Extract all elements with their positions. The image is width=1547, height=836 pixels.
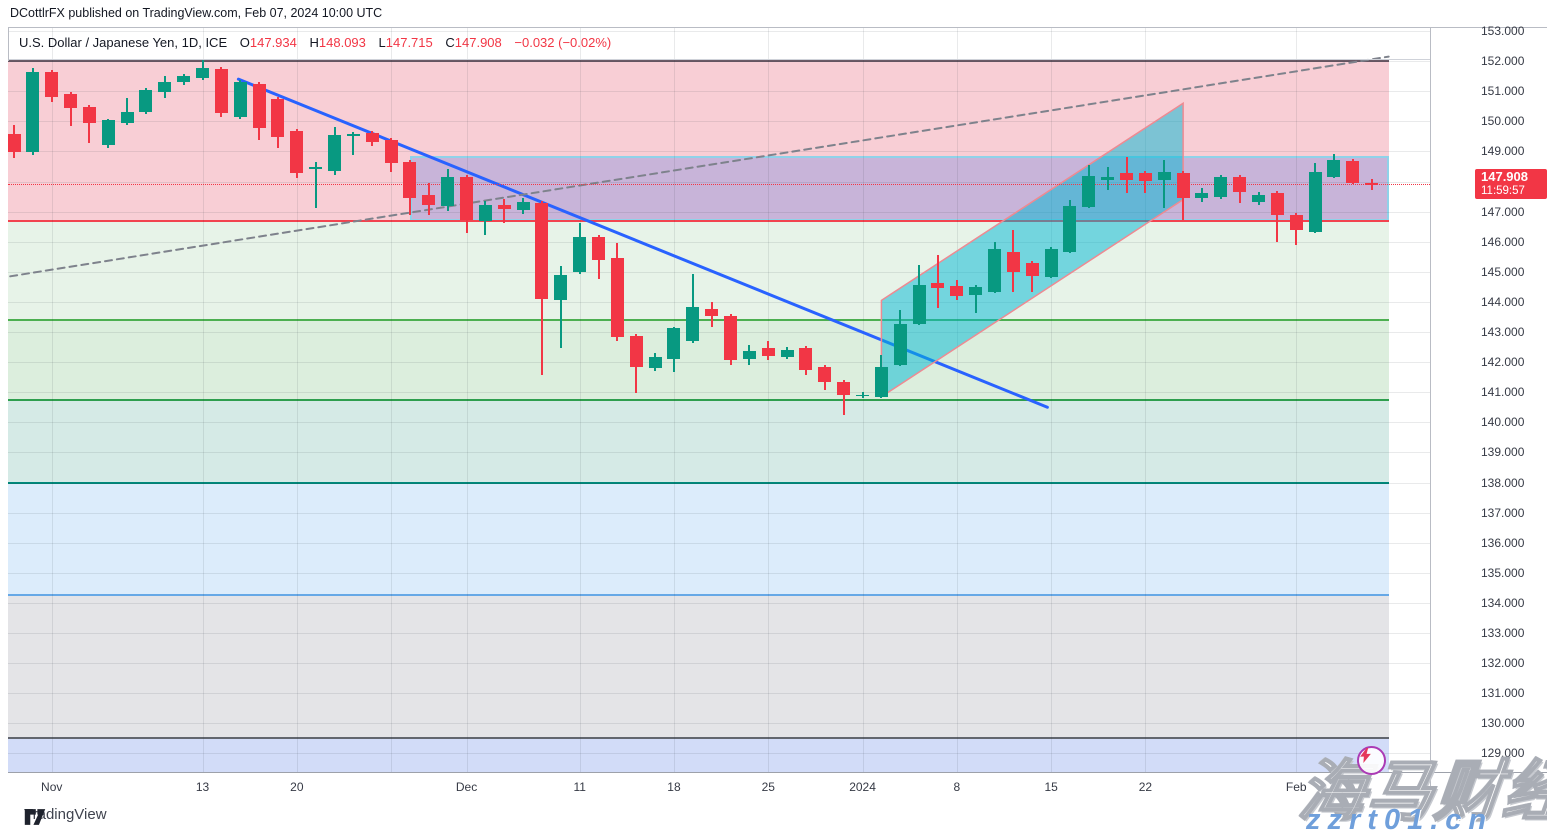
grid-line-vertical [1051,28,1053,772]
price-axis-label: 129.000 [1481,746,1525,761]
time-axis-label-nov: Nov [41,780,63,794]
price-zone [8,482,1389,596]
price-axis-label: 140.000 [1481,415,1525,430]
price-axis-label: 149.000 [1481,144,1525,159]
publish-attribution: DCottlrFX published on TradingView.com, … [10,6,383,20]
grid-line-horizontal [8,723,1430,725]
bar-countdown: 11:59:57 [1481,185,1525,198]
open-value: 147.934 [249,35,297,50]
time-axis-label-18: 18 [667,780,681,794]
legend-row-divider [8,59,1430,60]
grid-line-horizontal [8,452,1430,454]
grid-line-horizontal [8,572,1430,574]
grid-line-horizontal [8,693,1430,695]
price-axis[interactable]: 153.000 152.000 151.000 150.000 149.000 147.0… [1430,24,1547,796]
zone-border-line [8,481,1389,484]
price-axis-label: 131.000 [1481,686,1525,701]
price-axis-label: 142.000 [1481,355,1525,370]
close-value: 147.908 [454,35,502,50]
price-zone [8,595,1389,739]
close-label: C [445,35,455,50]
price-axis-label: 136.000 [1481,535,1525,550]
time-axis-label-dec: Dec [455,780,478,794]
grid-line-horizontal [8,753,1430,755]
time-axis-label-20: 20 [290,780,304,794]
price-axis-label: 141.000 [1481,385,1525,400]
price-axis-label: 132.000 [1481,656,1525,671]
price-axis-label: 147.000 [1481,204,1525,219]
price-axis-label: 134.000 [1481,595,1525,610]
grid-line-horizontal [8,663,1430,665]
price-axis-label: 145.000 [1481,264,1525,279]
price-zone [8,738,1389,772]
zone-border-line [8,737,1389,740]
chart-left-frame [8,28,9,62]
price-axis-label: 146.000 [1481,234,1525,249]
price-axis-label: 137.000 [1481,505,1525,520]
high-value: 148.093 [318,35,366,50]
price-axis-label: 138.000 [1481,475,1525,490]
time-axis-label-11: 11 [573,780,586,794]
price-axis-label: 143.000 [1481,325,1525,339]
price-axis-label: 144.000 [1481,294,1525,309]
grid-line-vertical [1296,28,1298,772]
grid-line-horizontal [8,542,1430,544]
symbol-title[interactable]: U.S. Dollar / Japanese Yen, 1D, ICE [19,35,228,50]
lightning-icon [1357,746,1386,775]
symbol-legend[interactable]: U.S. Dollar / Japanese Yen, 1D, ICE O147… [19,35,611,50]
time-axis-label-25: 25 [761,780,775,794]
grid-line-horizontal [8,482,1430,484]
grid-line-vertical [202,28,204,772]
change-value: −0.032 (−0.02%) [514,35,612,50]
open-label: O [239,35,250,50]
price-axis-label: 130.000 [1481,716,1525,731]
grid-line-horizontal [8,31,1430,32]
time-axis-label-feb: Feb [1285,780,1307,794]
axis-separator-horizontal[interactable] [8,772,1547,773]
time-axis-label-2024: 2024 [849,780,876,794]
tradingview-logo[interactable]: TradingView [24,806,107,825]
last-price-badge: 147.908 11:59:57 [1475,169,1547,200]
grid-line-horizontal [8,422,1430,424]
chart-top-frame [8,27,1547,28]
zone-border-line [8,594,1389,597]
price-axis-label: 152.000 [1481,54,1525,69]
price-axis-label: 153.000 [1481,24,1525,38]
time-axis[interactable]: Nov 13 20 Dec 11 18 25 2024 8 15 22 Feb [0,772,1430,800]
last-price-value: 147.908 [1481,169,1528,185]
grid-line-vertical [1145,28,1147,772]
price-axis-label: 151.000 [1481,84,1525,99]
grid-line-horizontal [8,633,1430,634]
last-price-line [8,184,1430,186]
price-axis-label: 135.000 [1481,565,1525,580]
time-axis-label-8: 8 [953,780,961,794]
watermark-url-text: zzrt01.cn [1306,804,1494,836]
grid-line-vertical [51,28,53,772]
low-label: L [378,35,386,50]
time-axis-label-22: 22 [1138,780,1153,794]
grid-line-horizontal [8,512,1430,514]
grid-line-horizontal [8,602,1430,604]
price-axis-label: 150.000 [1481,114,1525,129]
low-value: 147.715 [385,35,433,50]
price-axis-label: 133.000 [1481,626,1525,640]
tradingview-logo-text: TradingView [24,806,107,823]
time-axis-label-15: 15 [1044,780,1058,794]
high-label: H [309,35,319,50]
time-axis-label-13: 13 [195,780,210,794]
price-zone [8,399,1389,483]
price-axis-label: 139.000 [1481,445,1525,460]
axis-separator-vertical[interactable] [1430,28,1431,800]
